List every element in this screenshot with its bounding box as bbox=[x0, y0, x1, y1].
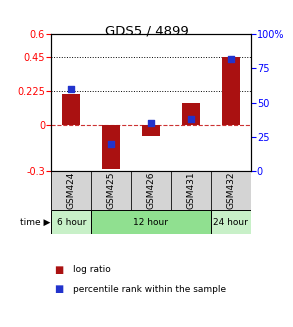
Point bbox=[109, 141, 113, 146]
Bar bbox=[51, 211, 91, 234]
Text: GDS5 / 4899: GDS5 / 4899 bbox=[105, 25, 188, 38]
Text: 12 hour: 12 hour bbox=[133, 218, 168, 227]
Bar bbox=[211, 211, 251, 234]
Text: ■: ■ bbox=[54, 284, 64, 294]
Bar bbox=[51, 171, 91, 211]
Bar bbox=[131, 171, 171, 211]
Bar bbox=[91, 211, 211, 234]
Text: 24 hour: 24 hour bbox=[213, 218, 248, 227]
Text: log ratio: log ratio bbox=[73, 265, 111, 274]
Bar bbox=[142, 125, 160, 136]
Bar bbox=[222, 57, 240, 125]
Bar bbox=[62, 94, 80, 125]
Bar bbox=[182, 103, 200, 125]
Bar bbox=[91, 171, 131, 211]
Text: GSM424: GSM424 bbox=[67, 172, 76, 209]
Bar bbox=[102, 125, 120, 169]
Bar bbox=[211, 171, 251, 211]
Text: GSM431: GSM431 bbox=[186, 172, 195, 210]
Text: time ▶: time ▶ bbox=[20, 218, 50, 227]
Point bbox=[188, 116, 193, 122]
Text: percentile rank within the sample: percentile rank within the sample bbox=[73, 285, 226, 294]
Bar bbox=[171, 171, 211, 211]
Text: 6 hour: 6 hour bbox=[57, 218, 86, 227]
Point bbox=[228, 56, 233, 61]
Text: GSM425: GSM425 bbox=[107, 172, 115, 209]
Point bbox=[149, 120, 153, 126]
Text: GSM426: GSM426 bbox=[146, 172, 155, 209]
Point bbox=[69, 86, 74, 92]
Text: ■: ■ bbox=[54, 265, 64, 275]
Text: GSM432: GSM432 bbox=[226, 172, 235, 209]
